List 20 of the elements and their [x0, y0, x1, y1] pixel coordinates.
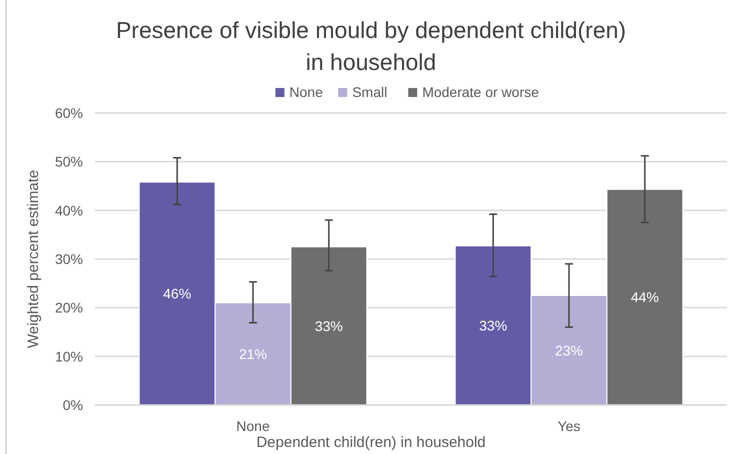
x-axis-title: Dependent child(ren) in household [256, 434, 486, 451]
y-tick-label: 50% [54, 154, 83, 170]
y-tick-label: 0% [62, 397, 83, 413]
data-label: 33% [479, 317, 508, 334]
y-tick-label: 40% [54, 202, 83, 218]
y-axis-title: Weighted percent estimate [25, 170, 42, 348]
chart-title: Presence of visible mould by dependent child(ren) in household [116, 17, 626, 75]
y-tick-label: 10% [54, 348, 83, 364]
data-label: 44% [630, 289, 659, 306]
legend-label: None [289, 84, 324, 100]
data-label: 33% [314, 318, 343, 334]
legend-label: Moderate or worse [422, 84, 540, 100]
y-tick-label: 30% [54, 251, 83, 267]
x-tick-label: Yes [558, 418, 580, 434]
data-label: 46% [163, 286, 192, 302]
data-label: 21% [238, 346, 268, 362]
data-label: 23% [554, 342, 584, 358]
y-tick-label: 20% [54, 300, 83, 316]
legend-label: Small [352, 84, 388, 100]
y-tick-label: 60% [54, 105, 83, 121]
